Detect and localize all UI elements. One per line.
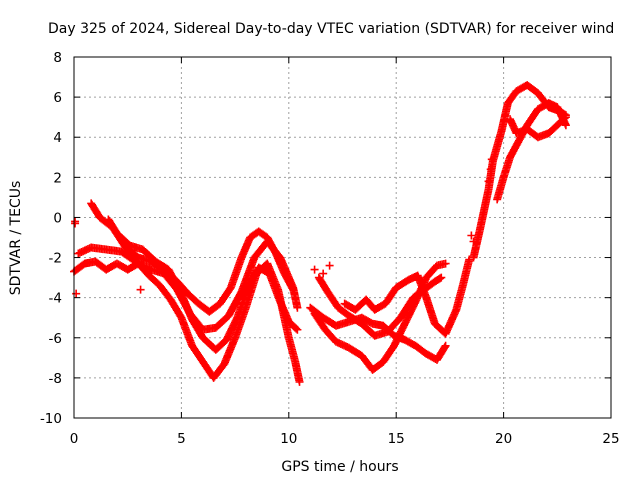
x-tick-label: 25 xyxy=(602,431,619,447)
y-tick-label: -10 xyxy=(40,411,62,427)
data-point xyxy=(310,265,319,274)
series-track-h xyxy=(340,255,474,338)
x-tick-label: 10 xyxy=(280,431,297,447)
series-isolated xyxy=(71,155,496,298)
data-point xyxy=(560,114,569,123)
data-point xyxy=(467,231,476,240)
data-point xyxy=(295,377,304,386)
y-tick-label: -4 xyxy=(49,291,62,307)
data-point xyxy=(465,255,474,264)
x-axis-label: GPS time / hours xyxy=(281,459,398,475)
y-tick-label: 4 xyxy=(53,130,62,146)
series-track-f xyxy=(306,303,450,364)
data-point xyxy=(289,285,298,294)
axis-ticks: 0 5 10 15 20 25 -10 -8 -6 -4 -2 0 2 4 6 8 xyxy=(40,50,620,447)
data-point xyxy=(486,165,495,174)
data-points xyxy=(70,81,570,386)
series-track-k xyxy=(506,113,570,142)
data-point xyxy=(561,121,570,130)
y-tick-label: 8 xyxy=(53,50,62,66)
series-track-e xyxy=(310,259,450,374)
data-point xyxy=(293,325,302,334)
x-tick-label: 15 xyxy=(388,431,405,447)
chart-title: Day 325 of 2024, Sidereal Day-to-day VTE… xyxy=(48,21,614,37)
gridlines xyxy=(74,57,611,418)
data-point xyxy=(469,237,478,246)
series-track-c xyxy=(87,199,298,316)
data-point xyxy=(325,261,334,270)
data-point xyxy=(441,341,450,350)
data-point xyxy=(293,303,302,312)
y-tick-label: 6 xyxy=(53,90,62,106)
data-point xyxy=(136,285,145,294)
y-axis-label: SDTVAR / TECUs xyxy=(8,181,24,296)
y-tick-label: -2 xyxy=(49,251,62,267)
data-point xyxy=(319,269,328,278)
data-point xyxy=(487,155,496,164)
data-point xyxy=(484,177,493,186)
data-point xyxy=(561,113,570,122)
data-point xyxy=(71,219,80,228)
y-tick-label: 0 xyxy=(53,210,62,226)
y-tick-label: -8 xyxy=(49,371,62,387)
data-point xyxy=(436,274,445,283)
plot-frame xyxy=(73,56,612,419)
series-track-d xyxy=(104,215,302,354)
y-tick-label: 2 xyxy=(53,170,62,186)
data-point xyxy=(441,259,450,268)
x-tick-label: 0 xyxy=(70,431,79,447)
x-tick-label: 5 xyxy=(177,431,186,447)
data-point xyxy=(292,324,301,333)
x-tick-label: 20 xyxy=(495,431,512,447)
y-tick-label: -6 xyxy=(49,331,62,347)
data-point xyxy=(437,273,446,282)
